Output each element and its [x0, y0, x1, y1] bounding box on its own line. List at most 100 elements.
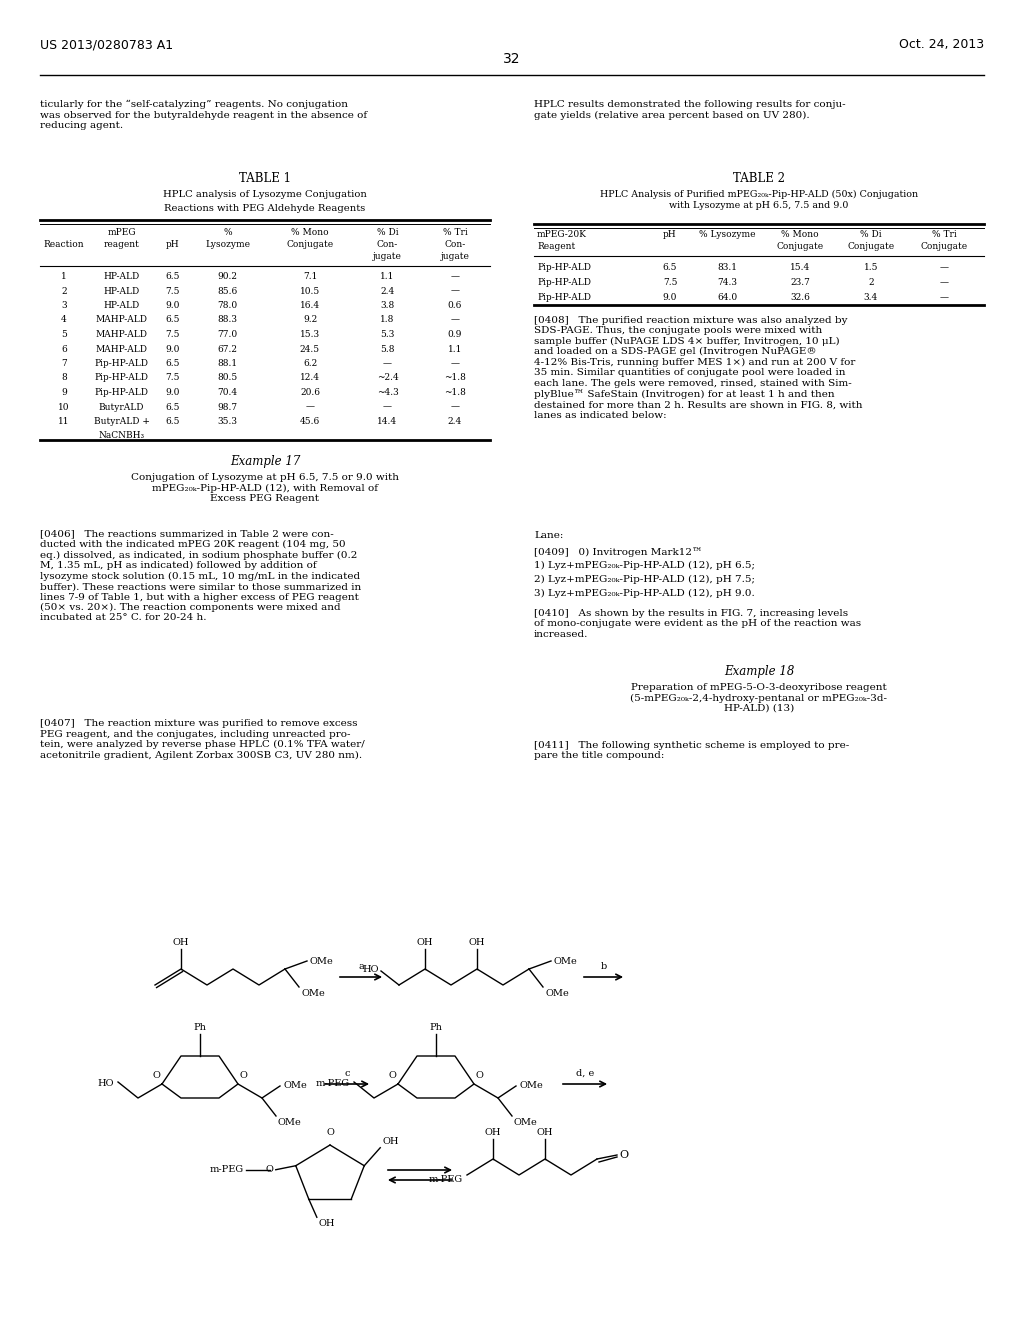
Text: HP-ALD: HP-ALD [103, 286, 139, 296]
Text: [0409]   0) Invitrogen Mark12™: [0409] 0) Invitrogen Mark12™ [534, 546, 702, 557]
Text: OH: OH [417, 939, 433, 946]
Text: —: — [383, 359, 392, 368]
Text: 64.0: 64.0 [717, 293, 737, 302]
Text: [0410]   As shown by the results in FIG. 7, increasing levels
of mono-conjugate : [0410] As shown by the results in FIG. 7… [534, 609, 861, 639]
Text: 11: 11 [58, 417, 70, 426]
Text: O: O [153, 1072, 160, 1081]
Text: —: — [451, 403, 460, 412]
Text: 20.6: 20.6 [300, 388, 319, 397]
Text: 10.5: 10.5 [300, 286, 321, 296]
Text: —: — [383, 403, 392, 412]
Text: 4: 4 [61, 315, 67, 325]
Text: 0.9: 0.9 [447, 330, 462, 339]
Text: NaCNBH₃: NaCNBH₃ [98, 432, 144, 441]
Text: HO: HO [97, 1080, 114, 1089]
Text: ~2.4: ~2.4 [377, 374, 398, 383]
Text: —: — [451, 286, 460, 296]
Text: 12.4: 12.4 [300, 374, 319, 383]
Text: Pip-HP-ALD: Pip-HP-ALD [537, 279, 591, 286]
Text: HPLC Analysis of Purified mPEG₂₀ₖ-Pip-HP-ALD (50x) Conjugation
with Lysozyme at : HPLC Analysis of Purified mPEG₂₀ₖ-Pip-HP… [600, 190, 919, 210]
Text: 9: 9 [61, 388, 67, 397]
Text: —: — [451, 359, 460, 368]
Text: O: O [388, 1072, 396, 1081]
Text: O: O [266, 1166, 273, 1175]
Text: 6.2: 6.2 [303, 359, 317, 368]
Text: O: O [240, 1072, 248, 1081]
Text: 35.3: 35.3 [217, 417, 238, 426]
Text: 6.5: 6.5 [165, 359, 180, 368]
Text: 85.6: 85.6 [217, 286, 238, 296]
Text: HP-ALD: HP-ALD [103, 301, 139, 310]
Text: 3.4: 3.4 [864, 293, 879, 302]
Text: Lane:: Lane: [534, 531, 563, 540]
Text: —: — [939, 279, 948, 286]
Text: %: % [223, 228, 231, 238]
Text: 70.4: 70.4 [217, 388, 238, 397]
Text: 3) Lyz+mPEG₂₀ₖ-Pip-HP-ALD (12), pH 9.0.: 3) Lyz+mPEG₂₀ₖ-Pip-HP-ALD (12), pH 9.0. [534, 589, 755, 598]
Text: HP-ALD: HP-ALD [103, 272, 139, 281]
Text: Oct. 24, 2013: Oct. 24, 2013 [899, 38, 984, 51]
Text: [0407]   The reaction mixture was purified to remove excess
PEG reagent, and the: [0407] The reaction mixture was purified… [40, 719, 365, 760]
Text: 98.7: 98.7 [217, 403, 238, 412]
Text: % Mono: % Mono [291, 228, 329, 238]
Text: Con-: Con- [377, 240, 398, 249]
Text: 77.0: 77.0 [217, 330, 238, 339]
Text: 2.4: 2.4 [380, 286, 394, 296]
Text: OMe: OMe [545, 989, 568, 998]
Text: Reaction: Reaction [44, 240, 84, 249]
Text: 6.5: 6.5 [165, 315, 180, 325]
Text: TABLE 1: TABLE 1 [239, 172, 291, 185]
Text: [0406]   The reactions summarized in Table 2 were con-
ducted with the indicated: [0406] The reactions summarized in Table… [40, 529, 361, 623]
Text: 7.5: 7.5 [165, 330, 180, 339]
Text: b: b [600, 962, 606, 972]
Text: OH: OH [173, 939, 189, 946]
Text: OH: OH [318, 1220, 335, 1229]
Text: MAHP-ALD: MAHP-ALD [95, 315, 147, 325]
Text: % Tri: % Tri [932, 230, 956, 239]
Text: OH: OH [382, 1137, 398, 1146]
Text: 7.5: 7.5 [165, 374, 180, 383]
Text: 6.5: 6.5 [165, 417, 180, 426]
Text: % Tri: % Tri [442, 228, 467, 238]
Text: 74.3: 74.3 [717, 279, 737, 286]
Text: MAHP-ALD: MAHP-ALD [95, 330, 147, 339]
Text: 2) Lyz+mPEG₂₀ₖ-Pip-HP-ALD (12), pH 7.5;: 2) Lyz+mPEG₂₀ₖ-Pip-HP-ALD (12), pH 7.5; [534, 576, 755, 585]
Text: MAHP-ALD: MAHP-ALD [95, 345, 147, 354]
Text: ButyrALD: ButyrALD [98, 403, 144, 412]
Text: % Di: % Di [860, 230, 882, 239]
Text: 2.4: 2.4 [447, 417, 462, 426]
Text: Pip-HP-ALD: Pip-HP-ALD [94, 388, 148, 397]
Text: 15.4: 15.4 [790, 263, 810, 272]
Text: 1.1: 1.1 [447, 345, 462, 354]
Text: reagent: reagent [103, 240, 139, 249]
Text: 1) Lyz+mPEG₂₀ₖ-Pip-HP-ALD (12), pH 6.5;: 1) Lyz+mPEG₂₀ₖ-Pip-HP-ALD (12), pH 6.5; [534, 561, 755, 570]
Text: Ph: Ph [194, 1023, 207, 1032]
Text: Reagent: Reagent [537, 242, 575, 251]
Text: OMe: OMe [514, 1118, 538, 1127]
Text: 88.1: 88.1 [217, 359, 238, 368]
Text: d, e: d, e [575, 1069, 594, 1078]
Text: Example 17: Example 17 [229, 455, 300, 469]
Text: 6.5: 6.5 [165, 403, 180, 412]
Text: Conjugate: Conjugate [848, 242, 895, 251]
Text: 90.2: 90.2 [217, 272, 238, 281]
Text: m-PEG: m-PEG [429, 1175, 463, 1184]
Text: ~4.3: ~4.3 [377, 388, 398, 397]
Text: 6.5: 6.5 [663, 263, 677, 272]
Text: 23.7: 23.7 [791, 279, 810, 286]
Text: 2: 2 [868, 279, 873, 286]
Text: ~1.8: ~1.8 [444, 388, 466, 397]
Text: Pip-HP-ALD: Pip-HP-ALD [94, 359, 148, 368]
Text: 14.4: 14.4 [378, 417, 397, 426]
Text: HO: HO [362, 965, 379, 974]
Text: 6: 6 [61, 345, 67, 354]
Text: 5: 5 [61, 330, 67, 339]
Text: mPEG-20K: mPEG-20K [537, 230, 587, 239]
Text: HPLC results demonstrated the following results for conju-
gate yields (relative: HPLC results demonstrated the following … [534, 100, 846, 120]
Text: Conjugate: Conjugate [776, 242, 823, 251]
Text: OMe: OMe [283, 1081, 307, 1090]
Text: Preparation of mPEG-5-O-3-deoxyribose reagent
(5-mPEG₂₀ₖ-2,4-hydroxy-pentanal or: Preparation of mPEG-5-O-3-deoxyribose re… [631, 682, 888, 713]
Text: % Lysozyme: % Lysozyme [698, 230, 756, 239]
Text: 7.5: 7.5 [165, 286, 180, 296]
Text: 10: 10 [58, 403, 70, 412]
